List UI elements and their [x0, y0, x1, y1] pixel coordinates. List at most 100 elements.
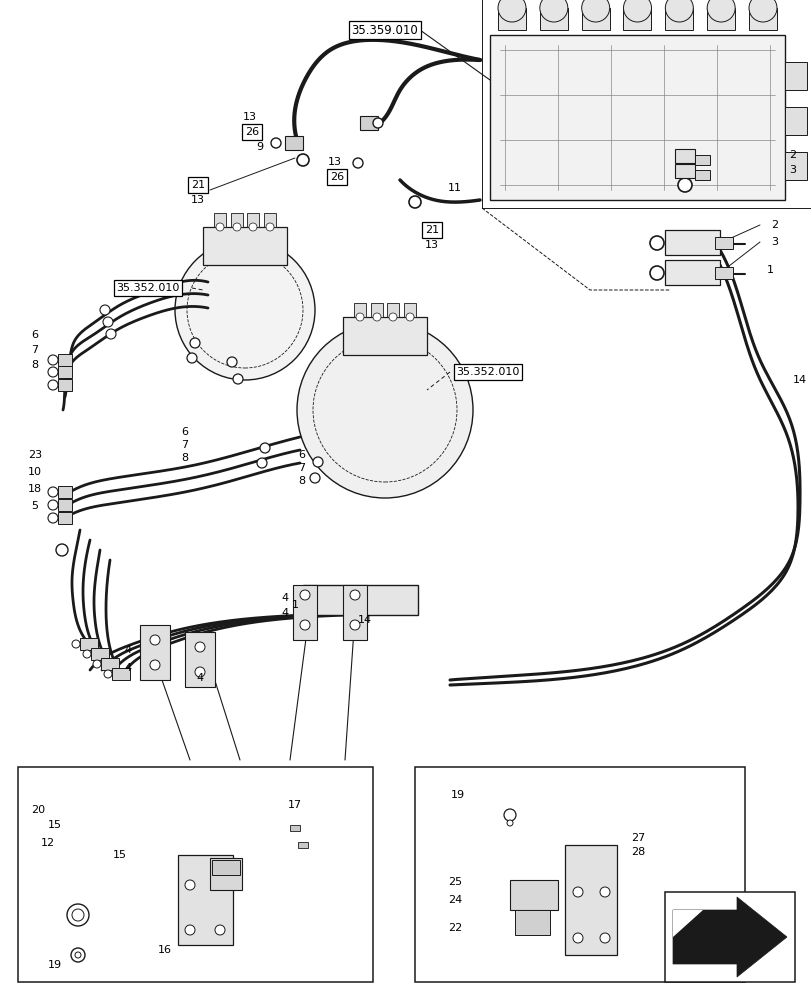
- Circle shape: [48, 367, 58, 377]
- Text: 12: 12: [41, 838, 55, 848]
- Bar: [784, 62, 806, 90]
- Text: 19: 19: [48, 960, 62, 970]
- Bar: [290, 825, 299, 831]
- Text: 13: 13: [242, 112, 257, 122]
- Bar: [359, 116, 378, 130]
- Circle shape: [48, 380, 58, 390]
- Circle shape: [297, 322, 473, 498]
- Text: 8: 8: [181, 453, 188, 463]
- Bar: [303, 585, 418, 615]
- Circle shape: [506, 820, 513, 826]
- Circle shape: [190, 338, 200, 348]
- Text: 6: 6: [182, 427, 188, 437]
- Text: 19: 19: [450, 790, 465, 800]
- Circle shape: [355, 313, 363, 321]
- Text: 4: 4: [281, 593, 288, 603]
- Text: 13: 13: [191, 195, 204, 205]
- Circle shape: [409, 196, 420, 208]
- Circle shape: [748, 0, 776, 22]
- Text: 35.352.010: 35.352.010: [456, 367, 519, 377]
- Circle shape: [233, 223, 241, 231]
- Bar: [784, 152, 806, 180]
- Text: 17: 17: [288, 800, 302, 810]
- Bar: [664, 230, 719, 255]
- Bar: [539, 8, 567, 30]
- Text: 25: 25: [448, 877, 461, 887]
- Bar: [514, 910, 549, 935]
- Circle shape: [72, 909, 84, 921]
- Circle shape: [649, 236, 663, 250]
- Text: 26: 26: [245, 127, 259, 137]
- Circle shape: [706, 0, 734, 22]
- Text: 23: 23: [28, 450, 42, 460]
- Text: 22: 22: [448, 923, 461, 933]
- Circle shape: [266, 223, 273, 231]
- Bar: [58, 354, 72, 366]
- Bar: [784, 107, 806, 135]
- Circle shape: [216, 223, 224, 231]
- Bar: [58, 512, 72, 524]
- Circle shape: [353, 158, 363, 168]
- Bar: [497, 8, 526, 30]
- Circle shape: [93, 660, 101, 668]
- Text: 16: 16: [158, 945, 172, 955]
- Text: 4: 4: [196, 673, 204, 683]
- Circle shape: [599, 933, 609, 943]
- Circle shape: [150, 635, 160, 645]
- Text: 1: 1: [291, 600, 298, 610]
- Text: 28: 28: [630, 847, 644, 857]
- Circle shape: [573, 933, 582, 943]
- Bar: [694, 155, 709, 165]
- Text: 15: 15: [113, 850, 127, 860]
- Text: 4: 4: [124, 663, 131, 673]
- Text: 21: 21: [424, 225, 439, 235]
- Bar: [664, 8, 693, 30]
- Circle shape: [103, 317, 113, 327]
- Text: 10: 10: [28, 467, 42, 477]
- Circle shape: [257, 458, 267, 468]
- Bar: [674, 164, 694, 178]
- Bar: [581, 8, 609, 30]
- Text: 7: 7: [32, 345, 38, 355]
- Circle shape: [388, 313, 397, 321]
- Bar: [748, 8, 776, 30]
- Text: 7: 7: [181, 440, 188, 450]
- Bar: [18, 767, 372, 982]
- Circle shape: [48, 500, 58, 510]
- Text: 1: 1: [766, 265, 773, 275]
- Circle shape: [599, 887, 609, 897]
- Circle shape: [249, 223, 257, 231]
- Polygon shape: [672, 897, 786, 977]
- Circle shape: [312, 457, 323, 467]
- Circle shape: [100, 305, 109, 315]
- Bar: [214, 213, 225, 227]
- Circle shape: [372, 118, 383, 128]
- Text: 13: 13: [328, 157, 341, 167]
- Circle shape: [215, 925, 225, 935]
- Bar: [387, 303, 398, 317]
- Text: 18: 18: [28, 484, 42, 494]
- Circle shape: [677, 178, 691, 192]
- Bar: [178, 855, 233, 945]
- Circle shape: [175, 240, 315, 380]
- Polygon shape: [672, 910, 702, 937]
- Circle shape: [677, 163, 691, 177]
- Circle shape: [297, 154, 309, 166]
- Bar: [342, 585, 367, 640]
- Circle shape: [406, 313, 414, 321]
- Text: 21: 21: [191, 180, 205, 190]
- Circle shape: [71, 948, 85, 962]
- Circle shape: [185, 880, 195, 890]
- Circle shape: [67, 904, 89, 926]
- Circle shape: [623, 0, 650, 22]
- Bar: [664, 892, 794, 982]
- Circle shape: [497, 0, 526, 22]
- Circle shape: [215, 880, 225, 890]
- Text: 13: 13: [424, 240, 439, 250]
- Text: 3: 3: [788, 165, 796, 175]
- Text: 8: 8: [298, 476, 305, 486]
- Circle shape: [233, 374, 242, 384]
- Circle shape: [539, 0, 567, 22]
- Bar: [664, 260, 719, 285]
- Bar: [80, 638, 98, 650]
